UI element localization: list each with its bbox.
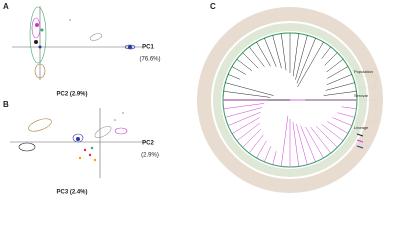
branch (223, 103, 265, 109)
branch (242, 52, 259, 69)
legend: Population Serovar Lineage (354, 69, 377, 149)
branch (249, 46, 265, 67)
branch (326, 74, 352, 85)
branch (281, 115, 289, 167)
branch (297, 41, 324, 88)
branch (310, 126, 331, 154)
branch (225, 82, 274, 96)
legend-title: Serovar (354, 93, 369, 98)
branch (236, 59, 253, 71)
branch (321, 124, 344, 141)
branch (341, 106, 357, 109)
phylogenetic-tree (197, 7, 383, 193)
branch (300, 125, 316, 162)
branch (236, 122, 261, 141)
branch (295, 35, 308, 80)
branch (315, 125, 338, 148)
branch (264, 146, 272, 162)
branch (225, 107, 263, 118)
branch (256, 140, 267, 159)
branch (292, 33, 299, 77)
legend-title: Lineage (354, 125, 369, 130)
panel-label: C (210, 2, 216, 11)
branch (324, 52, 338, 66)
branch (325, 82, 355, 91)
panel-label: B (3, 100, 9, 109)
branch (327, 121, 349, 134)
branch (321, 46, 331, 59)
pca-plot-b (10, 108, 145, 178)
branch (228, 112, 261, 126)
branch (323, 91, 357, 96)
branch (332, 117, 352, 126)
branch (272, 151, 277, 165)
y-axis-label: PC2 (142, 141, 154, 147)
branch (305, 126, 324, 159)
branch (242, 128, 262, 148)
branch (256, 41, 271, 67)
figure: A PC1 (76.6%) PC2 (2.9%) B PC2 (2.9%) PC… (3, 2, 383, 196)
y-axis-label: PC1 (142, 45, 154, 51)
y-axis-sublabel: (76.6%) (139, 57, 160, 63)
x-axis-label: PC2 (2.9%) (56, 92, 87, 98)
branch (228, 74, 241, 80)
branch (231, 66, 246, 75)
branch (327, 66, 349, 79)
branch (272, 35, 282, 69)
branch (296, 38, 316, 84)
y-axis-sublabel: (2.9%) (141, 153, 159, 159)
branch (337, 112, 355, 118)
branch (296, 124, 308, 165)
branch (292, 121, 299, 167)
branch (326, 59, 344, 73)
branch (264, 38, 277, 67)
legend-title: Population (354, 69, 373, 74)
branch (231, 117, 260, 134)
panel-label: A (3, 2, 9, 11)
branch (281, 33, 287, 71)
x-axis-label: PC3 (2.4%) (56, 190, 87, 196)
branch (223, 91, 271, 98)
branch (249, 134, 264, 154)
pca-plot-a (12, 6, 145, 80)
